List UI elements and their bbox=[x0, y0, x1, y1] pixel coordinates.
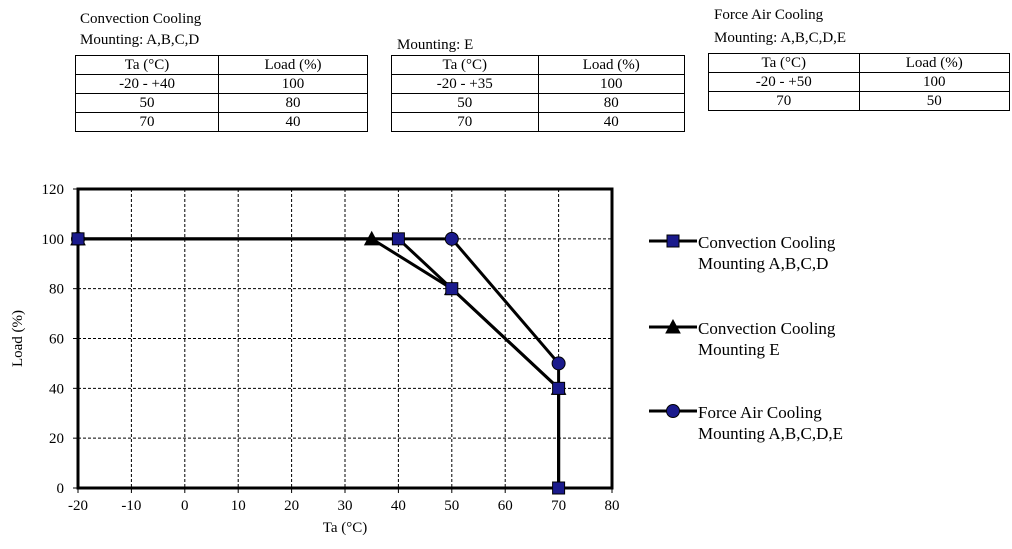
y-tick-label: 80 bbox=[49, 282, 64, 298]
data-point-series-1 bbox=[445, 282, 459, 296]
y-tick-label: 40 bbox=[49, 381, 64, 397]
y-tick-label: 20 bbox=[49, 431, 64, 447]
table-1-title-line-1: Convection Cooling bbox=[80, 11, 202, 27]
x-tick-label: 0 bbox=[181, 498, 189, 514]
table-row: -20 - +35 100 bbox=[391, 74, 685, 94]
x-tick-label: 20 bbox=[284, 498, 299, 514]
table-1: Ta (°C) Load (%) -20 - +40 100 50 80 70 … bbox=[74, 55, 368, 132]
x-tick-label: 40 bbox=[391, 498, 406, 514]
table-header-row: Ta (°C) Load (%) bbox=[74, 55, 368, 75]
table-row: 70 40 bbox=[391, 112, 685, 132]
table-row: 70 50 bbox=[708, 91, 1010, 111]
table-cell: 40 bbox=[218, 112, 368, 132]
series-line-1 bbox=[78, 237, 561, 488]
table-cell: -20 - +35 bbox=[391, 74, 539, 94]
x-axis-label: Ta (°C) bbox=[323, 520, 368, 536]
legend-label-series-2-line-2: Mounting E bbox=[698, 340, 780, 359]
y-tick-label: 100 bbox=[42, 232, 65, 248]
table-cell: 50 bbox=[858, 91, 1010, 111]
x-tick-label: 70 bbox=[551, 498, 566, 514]
table-cell: 70 bbox=[74, 112, 220, 132]
series-line-3 bbox=[78, 237, 561, 488]
table-cell: 70 bbox=[708, 91, 860, 111]
data-point-series-1 bbox=[552, 481, 566, 495]
legend-label-series-1-line-1: Convection Cooling bbox=[698, 233, 836, 252]
table-row: 70 40 bbox=[74, 112, 368, 132]
x-tick-label: 60 bbox=[498, 498, 513, 514]
table-3: Ta (°C) Load (%) -20 - +50 100 70 50 bbox=[708, 53, 1010, 111]
x-tick-label: -10 bbox=[121, 498, 141, 514]
table-header-cell: Load (%) bbox=[858, 53, 1010, 73]
legend-label-series-1-line-2: Mounting A,B,C,D bbox=[698, 254, 829, 273]
series-line-2 bbox=[78, 237, 561, 488]
x-tick-label: -20 bbox=[68, 498, 88, 514]
y-tick-label: 0 bbox=[57, 481, 65, 497]
table-1-title-line-2: Mounting: A,B,C,D bbox=[80, 32, 200, 48]
data-point-series-2 bbox=[363, 230, 380, 246]
x-tick-label: 80 bbox=[605, 498, 620, 514]
y-axis-label: Load (%) bbox=[10, 310, 26, 367]
legend-marker-series-3 bbox=[666, 404, 680, 418]
legend-label-series-2-line-1: Convection Cooling bbox=[698, 319, 836, 338]
table-cell: -20 - +50 bbox=[708, 72, 860, 92]
table-header-row: Ta (°C) Load (%) bbox=[391, 55, 685, 75]
data-point-series-1 bbox=[552, 381, 566, 395]
table-cell: 70 bbox=[391, 112, 539, 132]
legend-marker-series-2 bbox=[665, 318, 681, 334]
data-point-series-3 bbox=[551, 356, 566, 371]
table-cell: 100 bbox=[537, 74, 685, 94]
x-tick-label: 10 bbox=[231, 498, 246, 514]
table-3-title-line-1: Force Air Cooling bbox=[714, 7, 824, 23]
legend-label-series-3-line-1: Force Air Cooling bbox=[698, 403, 822, 422]
table-2-title: Mounting: E bbox=[397, 37, 474, 53]
legend-marker-series-1 bbox=[666, 234, 680, 248]
table-2: Ta (°C) Load (%) -20 - +35 100 50 80 70 … bbox=[391, 55, 685, 132]
data-point-series-3 bbox=[444, 231, 459, 246]
legend-label-series-3-line-2: Mounting A,B,C,D,E bbox=[698, 424, 843, 443]
table-3-title-line-2: Mounting: A,B,C,D,E bbox=[714, 30, 847, 46]
y-tick-label: 60 bbox=[49, 332, 64, 348]
table-cell: 40 bbox=[537, 112, 685, 132]
data-point-series-1 bbox=[71, 232, 85, 246]
x-tick-label: 30 bbox=[338, 498, 353, 514]
x-tick-label: 50 bbox=[444, 498, 459, 514]
data-point-series-1 bbox=[391, 232, 405, 246]
y-tick-label: 120 bbox=[42, 182, 65, 198]
